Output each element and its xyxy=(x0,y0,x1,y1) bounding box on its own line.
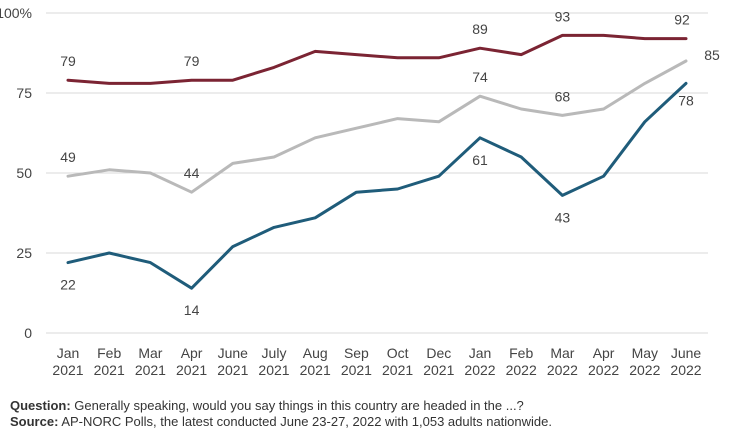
source-text: AP-NORC Polls, the latest conducted June… xyxy=(61,414,552,429)
series-line-3 xyxy=(66,81,688,290)
x-tick-label: Dec 2021 xyxy=(423,345,454,378)
x-tick-label: June 2022 xyxy=(670,345,701,378)
x-tick-label: June 2021 xyxy=(217,345,248,378)
gridlines xyxy=(46,12,708,334)
question-text: Generally speaking, would you say things… xyxy=(74,398,524,413)
x-tick-label: Feb 2022 xyxy=(506,345,537,378)
x-tick-label: Mar 2021 xyxy=(135,345,166,378)
chart-area: 0 25 50 75 100% Jan 2021 Feb 2021 Mar 2021 Apr 2021… xyxy=(0,5,720,378)
question-label: Question: xyxy=(10,398,71,413)
y-axis-ticks: 0 25 50 75 100% xyxy=(0,5,32,341)
data-label: 49 xyxy=(60,149,76,165)
data-label: 14 xyxy=(184,302,200,318)
x-tick-label: Apr 2022 xyxy=(588,345,619,378)
source-label: Source: xyxy=(10,414,59,429)
line-chart: 0 25 50 75 100% Jan 2021 Feb 2021 Mar 2021 Apr 2021… xyxy=(0,5,720,378)
data-label: 85 xyxy=(704,47,720,63)
x-tick-label: Apr 2021 xyxy=(176,345,207,378)
x-tick-label: Oct 2021 xyxy=(382,345,413,378)
data-label: 61 xyxy=(472,152,488,168)
x-tick-label: July 2021 xyxy=(258,345,289,378)
series-lines xyxy=(66,33,688,290)
footer-question: Question: Generally speaking, would you … xyxy=(10,398,740,413)
data-label: 93 xyxy=(555,8,571,24)
series-line-1 xyxy=(66,33,688,85)
data-label: 43 xyxy=(555,209,571,225)
y-tick-label: 0 xyxy=(24,325,32,341)
x-tick-label: May 2022 xyxy=(629,345,660,378)
x-tick-label: Feb 2021 xyxy=(94,345,125,378)
x-tick-label: Jan 2021 xyxy=(52,345,83,378)
x-tick-label: Aug 2021 xyxy=(300,345,331,378)
y-tick-label: 50 xyxy=(16,165,32,181)
data-label: 74 xyxy=(472,69,488,85)
data-label: 22 xyxy=(60,277,76,293)
data-labels: 79 79 89 93 92 49 44 74 68 85 22 14 61 43 78 xyxy=(60,8,720,318)
data-label: 78 xyxy=(678,92,694,108)
series-line-2 xyxy=(66,59,688,194)
footer-source: Source: AP-NORC Polls, the latest conduc… xyxy=(10,414,740,429)
x-tick-label: Sep 2021 xyxy=(341,345,372,378)
x-axis-ticks: Jan 2021 Feb 2021 Mar 2021 Apr 2021 June 2021 July… xyxy=(52,345,701,378)
y-tick-label: 25 xyxy=(16,245,32,261)
data-label: 92 xyxy=(674,12,690,28)
data-label: 79 xyxy=(60,53,76,69)
x-tick-label: Jan 2022 xyxy=(464,345,495,378)
data-label: 44 xyxy=(184,165,200,181)
data-label: 68 xyxy=(555,88,571,104)
x-tick-label: Mar 2022 xyxy=(547,345,578,378)
data-label: 79 xyxy=(184,53,200,69)
y-tick-label: 100% xyxy=(0,5,32,21)
y-tick-label: 75 xyxy=(16,85,32,101)
data-label: 89 xyxy=(472,21,488,37)
